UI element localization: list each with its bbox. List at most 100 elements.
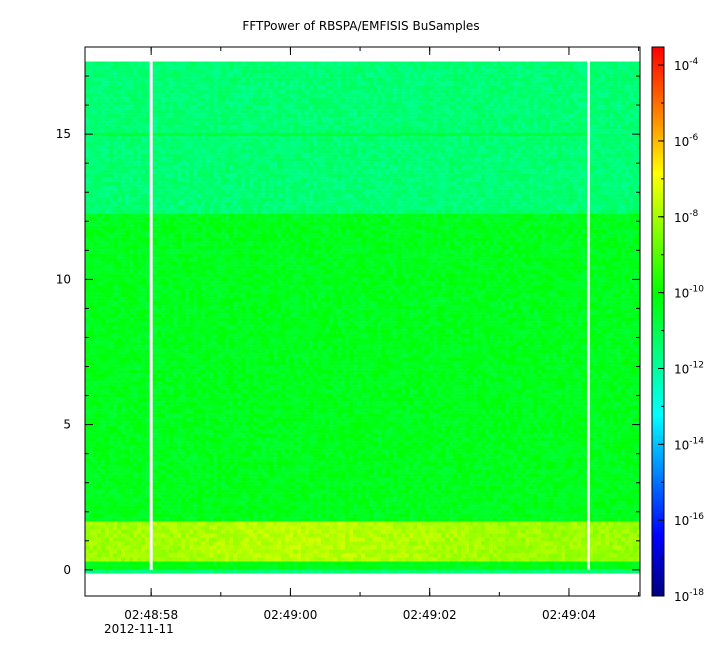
heatmap-cell — [121, 193, 125, 198]
heatmap-cell — [557, 153, 561, 158]
heatmap-cell — [637, 61, 640, 66]
heatmap-cell — [321, 125, 325, 130]
heatmap-cell — [241, 73, 245, 78]
heatmap-cell — [633, 89, 637, 94]
heatmap-cell — [221, 85, 225, 90]
heatmap-cell — [329, 97, 333, 102]
heatmap-cell — [445, 157, 449, 162]
heatmap-cell — [561, 65, 565, 70]
heatmap-cell — [201, 145, 205, 150]
heatmap-cell — [445, 109, 449, 114]
heatmap-cell — [497, 165, 501, 170]
heatmap-cell — [145, 89, 149, 94]
heatmap-cell — [217, 181, 221, 186]
heatmap-cell — [537, 161, 541, 166]
heatmap-cell — [617, 157, 621, 162]
heatmap-cell — [189, 181, 193, 186]
heatmap-cell — [525, 69, 529, 74]
heatmap-cell — [257, 93, 261, 98]
heatmap-cell — [317, 201, 321, 206]
heatmap-cell — [493, 145, 497, 150]
heatmap-cell — [425, 97, 429, 102]
heatmap-cell — [109, 73, 113, 78]
heatmap-cell — [545, 141, 549, 146]
heatmap-cell — [153, 177, 157, 182]
heatmap-cell — [621, 165, 625, 170]
heatmap-cell — [221, 173, 225, 178]
heatmap-cell — [389, 109, 393, 114]
heatmap-cell — [433, 125, 437, 130]
heatmap-cell — [409, 169, 413, 174]
heatmap-cell — [173, 61, 177, 66]
heatmap-cell — [277, 149, 281, 154]
heatmap-cell — [369, 121, 373, 126]
heatmap-cell — [265, 69, 269, 74]
heatmap-cell — [133, 157, 137, 162]
heatmap-cell — [577, 113, 581, 118]
heatmap-cell — [417, 117, 421, 122]
heatmap-cell — [489, 101, 493, 106]
heatmap-cell — [369, 157, 373, 162]
heatmap-cell — [513, 121, 517, 126]
heatmap-cell — [577, 181, 581, 186]
heatmap-cell — [329, 121, 333, 126]
heatmap-cell — [333, 201, 337, 206]
heatmap-cell — [433, 61, 437, 66]
heatmap-cell — [241, 141, 245, 146]
heatmap-cell — [553, 173, 557, 178]
heatmap-cell — [265, 85, 269, 90]
heatmap-cell — [241, 129, 245, 134]
heatmap-cell — [609, 161, 613, 166]
heatmap-cell — [369, 89, 373, 94]
heatmap-cell — [497, 113, 501, 118]
heatmap-cell — [385, 81, 389, 86]
heatmap-cell — [577, 201, 581, 206]
heatmap-cell — [597, 137, 601, 142]
heatmap-cell — [565, 77, 569, 82]
heatmap-cell — [333, 125, 337, 130]
heatmap-cell — [365, 169, 369, 174]
heatmap-cell — [497, 173, 501, 178]
heatmap-cell — [301, 121, 305, 126]
heatmap-cell — [229, 81, 233, 86]
heatmap-cell — [573, 61, 577, 66]
heatmap-cell — [473, 101, 477, 106]
heatmap-cell — [321, 77, 325, 82]
heatmap-cell — [173, 133, 177, 138]
heatmap-cell — [265, 161, 269, 166]
heatmap-cell — [437, 89, 441, 94]
heatmap-cell — [321, 177, 325, 182]
heatmap-cell — [369, 165, 373, 170]
heatmap-cell — [353, 121, 357, 126]
heatmap-cell — [353, 181, 357, 186]
heatmap-cell — [185, 121, 189, 126]
heatmap-cell — [197, 97, 201, 102]
heatmap-cell — [537, 197, 541, 202]
heatmap-cell — [373, 113, 377, 118]
heatmap-cell — [541, 161, 545, 166]
heatmap-cell — [589, 89, 593, 94]
heatmap-cell — [353, 117, 357, 122]
heatmap-cell — [197, 141, 201, 146]
heatmap-cell — [521, 201, 525, 206]
heatmap-cell — [425, 113, 429, 118]
heatmap-cell — [485, 185, 489, 190]
heatmap-cell — [445, 73, 449, 78]
heatmap-cell — [549, 93, 553, 98]
heatmap-cell — [437, 93, 441, 98]
heatmap-cell — [577, 193, 581, 198]
heatmap-cell — [417, 73, 421, 78]
heatmap-cell — [245, 73, 249, 78]
heatmap-cell — [273, 201, 277, 206]
heatmap-cell — [353, 157, 357, 162]
heatmap-cell — [337, 153, 341, 158]
heatmap-cell — [609, 165, 613, 170]
heatmap-cell — [237, 169, 241, 174]
heatmap-cell — [205, 189, 209, 194]
heatmap-cell — [269, 117, 273, 122]
heatmap-cell — [185, 153, 189, 158]
heatmap-cell — [241, 201, 245, 206]
heatmap-cell — [321, 93, 325, 98]
heatmap-cell — [325, 141, 329, 146]
heatmap-cell — [157, 129, 161, 134]
